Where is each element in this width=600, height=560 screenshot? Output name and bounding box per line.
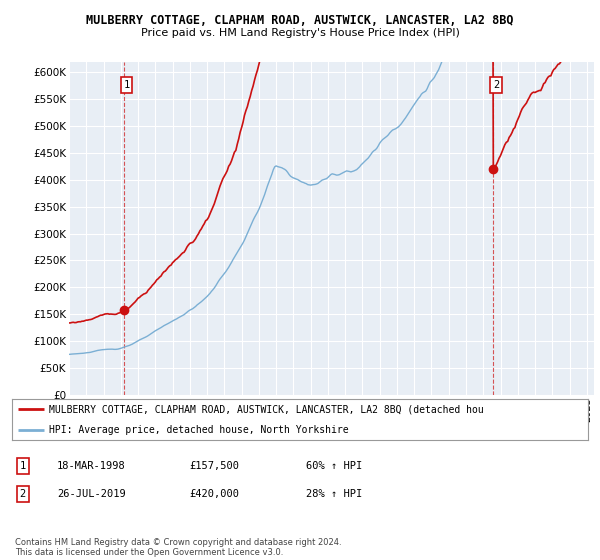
Text: MULBERRY COTTAGE, CLAPHAM ROAD, AUSTWICK, LANCASTER, LA2 8BQ: MULBERRY COTTAGE, CLAPHAM ROAD, AUSTWICK… xyxy=(86,14,514,27)
Text: £157,500: £157,500 xyxy=(189,461,239,471)
Text: Price paid vs. HM Land Registry's House Price Index (HPI): Price paid vs. HM Land Registry's House … xyxy=(140,28,460,38)
Text: 2: 2 xyxy=(20,489,26,499)
Text: 28% ↑ HPI: 28% ↑ HPI xyxy=(306,489,362,499)
Text: 1: 1 xyxy=(124,80,130,90)
Text: 26-JUL-2019: 26-JUL-2019 xyxy=(57,489,126,499)
Text: HPI: Average price, detached house, North Yorkshire: HPI: Average price, detached house, Nort… xyxy=(49,424,349,435)
Text: 1: 1 xyxy=(20,461,26,471)
Text: Contains HM Land Registry data © Crown copyright and database right 2024.
This d: Contains HM Land Registry data © Crown c… xyxy=(15,538,341,557)
Text: 2: 2 xyxy=(493,80,499,90)
Text: £420,000: £420,000 xyxy=(189,489,239,499)
Text: MULBERRY COTTAGE, CLAPHAM ROAD, AUSTWICK, LANCASTER, LA2 8BQ (detached hou: MULBERRY COTTAGE, CLAPHAM ROAD, AUSTWICK… xyxy=(49,404,484,414)
Text: 60% ↑ HPI: 60% ↑ HPI xyxy=(306,461,362,471)
Text: 18-MAR-1998: 18-MAR-1998 xyxy=(57,461,126,471)
